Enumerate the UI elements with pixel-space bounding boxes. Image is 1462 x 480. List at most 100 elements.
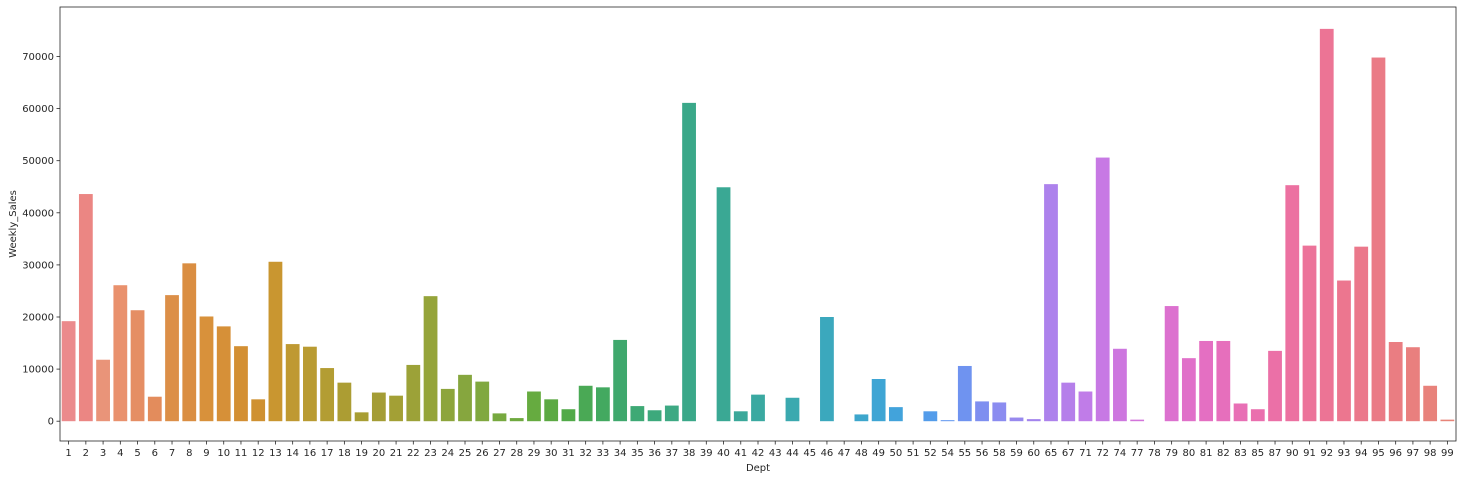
plot-frame [59,6,1457,442]
y-tick-label: 50000 [22,156,54,167]
bar-dept-8 [182,263,197,422]
bar-dept-31 [561,409,576,422]
bar-dept-72 [1095,157,1110,422]
bar-dept-97 [1406,347,1420,422]
x-tick-label: 85 [1251,448,1264,459]
x-tick-label: 82 [1217,448,1230,459]
x-tick-label: 47 [838,448,851,459]
bar-dept-23 [423,296,438,422]
bar-dept-30 [544,399,559,422]
bar-dept-77 [1130,419,1145,422]
x-tick-label: 78 [1148,448,1161,459]
x-tick-label: 97 [1407,448,1420,459]
x-tick-label: 3 [100,448,106,459]
x-tick-label: 29 [528,448,541,459]
x-tick-label: 28 [510,448,523,459]
bar-dept-2 [78,194,93,422]
y-tick-label: 0 [48,417,54,428]
x-tick-label: 7 [169,448,175,459]
bar-dept-38 [682,102,696,422]
x-tick-label: 71 [1079,448,1092,459]
x-tick-label: 58 [993,448,1006,459]
x-tick-label: 22 [407,448,420,459]
x-tick-label: 31 [562,448,575,459]
x-tick-label: 80 [1182,448,1195,459]
y-tick-label: 60000 [22,104,54,115]
bar-dept-85 [1250,409,1265,422]
x-tick-label: 49 [872,448,885,459]
x-tick-label: 81 [1200,448,1213,459]
bar-dept-99 [1440,419,1455,422]
bar-dept-34 [613,339,628,422]
x-tick-label: 11 [235,448,248,459]
x-tick-label: 19 [355,448,368,459]
x-tick-label: 23 [424,448,437,459]
bar-dept-80 [1181,358,1196,422]
bar-dept-74 [1113,348,1127,422]
x-tick-label: 99 [1441,448,1454,459]
bar-dept-67 [1061,382,1076,422]
x-tick-label: 42 [752,448,765,459]
bar-dept-94 [1354,246,1369,422]
bar-dept-48 [854,414,869,422]
x-tick-label: 21 [390,448,403,459]
bar-dept-46 [820,317,834,422]
x-tick-label: 16 [304,448,317,459]
bar-dept-33 [596,387,610,422]
bar-dept-91 [1302,245,1317,422]
x-tick-label: 25 [459,448,472,459]
x-tick-label: 87 [1269,448,1282,459]
bar-dept-37 [664,405,679,422]
x-tick-label: 67 [1062,448,1075,459]
bar-dept-54 [940,420,955,422]
bar-dept-13 [268,261,283,422]
bar-dept-9 [199,316,214,422]
x-tick-label: 83 [1234,448,1247,459]
bar-dept-12 [251,399,266,422]
x-tick-label: 17 [321,448,334,459]
bars-group [61,28,1455,422]
x-tick-label: 92 [1320,448,1333,459]
bar-dept-95 [1371,57,1386,422]
bar-dept-96 [1388,342,1403,422]
bar-dept-5 [130,310,145,422]
x-tick-label: 98 [1424,448,1437,459]
bar-dept-22 [406,364,421,422]
x-tick-label: 44 [786,448,799,459]
x-tick-label: 27 [493,448,506,459]
x-tick-label: 1 [65,448,71,459]
x-axis-ticks: 1 2 3 4 5 6 7 8 9 10 11 12 13 14 16 17 18 19 20 21 22 23 24 25 2… [65,441,1454,459]
x-tick-label: 55 [958,448,971,459]
bar-dept-98 [1423,385,1438,422]
bar-dept-50 [888,407,903,422]
bar-dept-7 [165,295,179,422]
bar-dept-56 [975,401,989,422]
x-tick-label: 40 [717,448,730,459]
x-tick-label: 39 [700,448,713,459]
bar-dept-17 [320,368,335,422]
y-tick-label: 10000 [22,365,54,376]
bar-dept-81 [1199,340,1213,422]
bar-dept-35 [630,406,645,422]
x-tick-label: 74 [1114,448,1127,459]
bar-dept-87 [1268,350,1282,422]
bar-dept-40 [716,187,731,422]
x-axis-label: Dept [746,463,770,474]
x-tick-label: 36 [648,448,661,459]
bar-dept-24 [440,388,455,422]
x-tick-label: 90 [1286,448,1299,459]
x-tick-label: 93 [1338,448,1351,459]
bar-dept-4 [113,285,128,422]
bar-dept-28 [509,418,524,422]
x-tick-label: 24 [441,448,454,459]
x-tick-label: 34 [614,448,627,459]
bar-dept-49 [871,379,886,422]
y-tick-label: 30000 [22,260,54,271]
bar-dept-55 [957,365,972,422]
x-tick-label: 95 [1372,448,1385,459]
x-tick-label: 35 [631,448,644,459]
x-tick-label: 46 [821,448,834,459]
bar-dept-20 [371,392,386,422]
x-tick-label: 18 [338,448,351,459]
bar-dept-93 [1337,280,1351,422]
